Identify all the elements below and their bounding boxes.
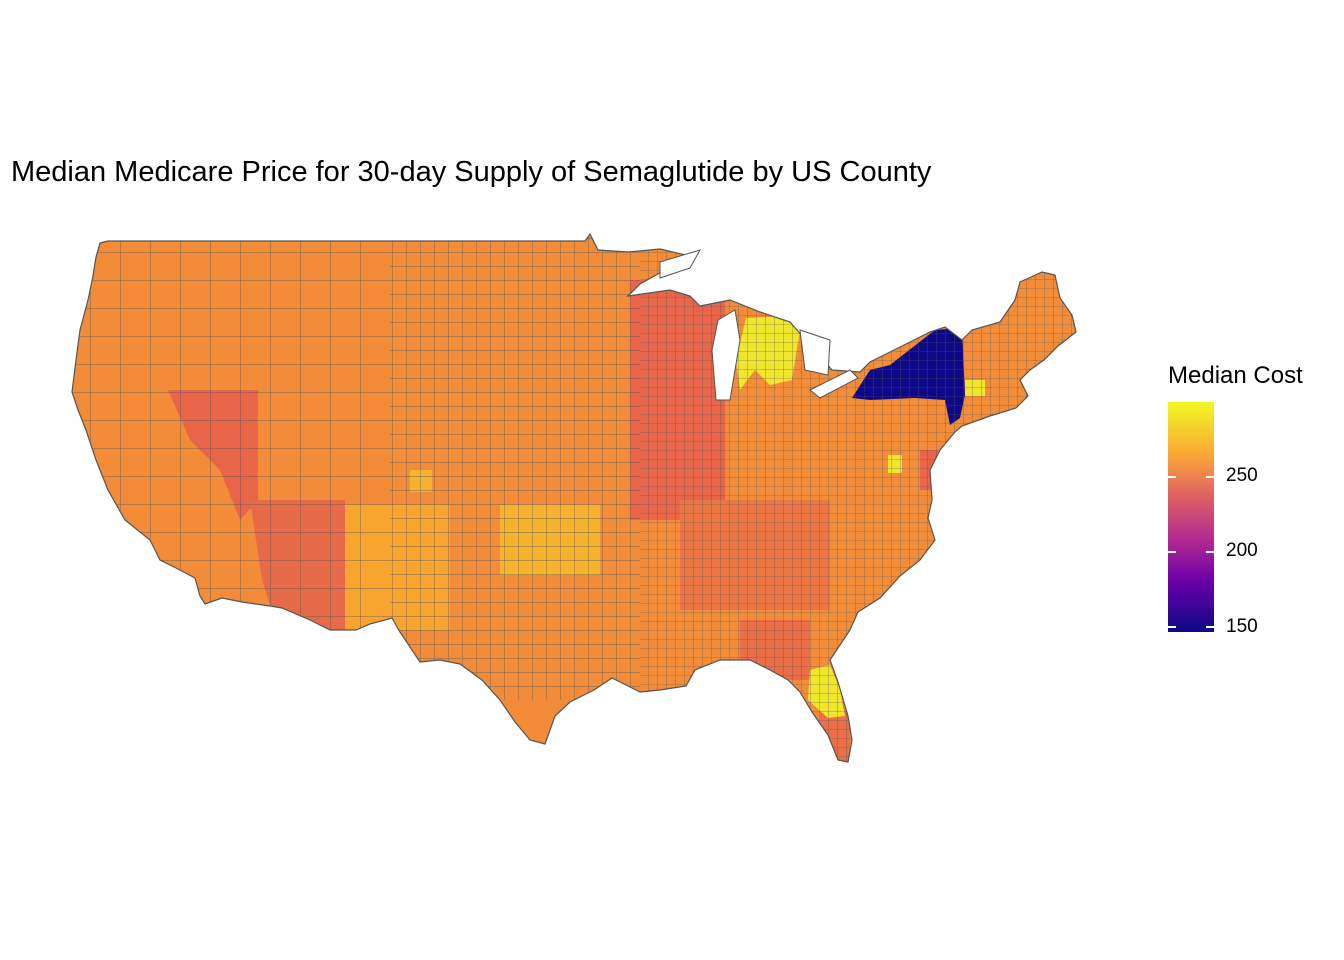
legend-title: Median Cost xyxy=(1168,362,1303,389)
colorbar-tick-150-right xyxy=(1206,626,1214,628)
colorbar-tick-200-right xyxy=(1206,551,1214,553)
colorbar-label-250: 250 xyxy=(1226,465,1258,486)
colorbar xyxy=(1168,402,1214,632)
county-fill-layer xyxy=(72,234,1076,762)
colorbar-tick-200 xyxy=(1168,551,1176,553)
map-title: Median Medicare Price for 30-day Supply … xyxy=(11,156,932,188)
colorbar-tick-250 xyxy=(1168,476,1176,478)
colorbar-tick-250-right xyxy=(1206,476,1214,478)
colorbar-tick-150 xyxy=(1168,626,1176,628)
colorbar-label-150: 150 xyxy=(1226,616,1258,637)
colorbar-label-200: 200 xyxy=(1226,540,1258,561)
